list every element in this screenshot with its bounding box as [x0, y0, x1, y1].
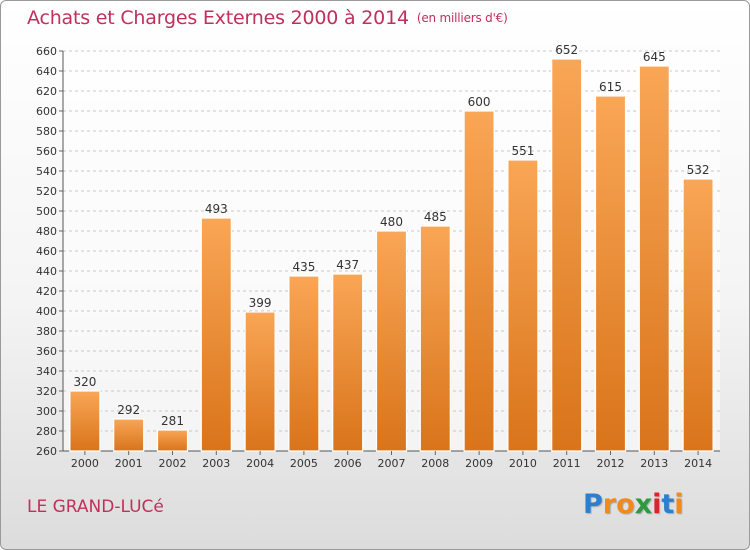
y-tick-label: 280	[36, 425, 57, 438]
x-tick-label: 2001	[115, 457, 143, 470]
bar	[638, 65, 670, 452]
bar	[419, 225, 451, 452]
data-label: 437	[336, 258, 359, 272]
y-tick-label: 340	[36, 365, 57, 378]
bar	[288, 275, 320, 452]
x-tick-label: 2014	[684, 457, 712, 470]
x-tick-label: 2010	[509, 457, 537, 470]
data-label: 281	[161, 414, 184, 428]
y-tick-label: 320	[36, 385, 57, 398]
logo-letter: x	[634, 489, 653, 520]
x-tick-label: 2002	[159, 457, 187, 470]
x-tick-label: 2008	[421, 457, 449, 470]
y-tick-label: 600	[36, 105, 57, 118]
bar	[594, 95, 627, 452]
logo-letter: P	[583, 489, 603, 520]
y-tick-label: 620	[36, 85, 57, 98]
chart-title: Achats et Charges Externes 2000 à 2014 (e…	[27, 7, 508, 29]
data-label: 435	[292, 260, 315, 274]
y-tick-label: 380	[36, 325, 57, 338]
logo-letter: i	[652, 489, 662, 520]
bar	[682, 178, 714, 452]
bar	[463, 110, 495, 452]
y-tick-label: 660	[36, 45, 57, 58]
y-tick-label: 440	[36, 265, 57, 278]
x-tick-label: 2009	[465, 457, 493, 470]
x-tick-label: 2006	[334, 457, 362, 470]
data-label: 292	[117, 403, 140, 417]
bar	[156, 429, 189, 452]
logo-letter: i	[674, 489, 684, 520]
y-tick-label: 360	[36, 345, 57, 358]
data-label: 600	[468, 95, 491, 109]
x-tick-label: 2004	[246, 457, 274, 470]
bar	[375, 230, 408, 452]
data-label: 551	[511, 144, 534, 158]
x-tick-label: 2013	[640, 457, 668, 470]
y-tick-label: 400	[36, 305, 57, 318]
y-tick-label: 580	[36, 125, 57, 138]
y-tick-label: 500	[36, 205, 57, 218]
y-tick-label: 560	[36, 145, 57, 158]
y-tick-label: 420	[36, 285, 57, 298]
bar	[551, 58, 583, 452]
data-label: 652	[555, 43, 578, 57]
bar	[507, 159, 539, 452]
data-label: 480	[380, 215, 403, 229]
y-tick-label: 640	[36, 65, 57, 78]
y-tick-label: 260	[36, 445, 57, 458]
data-label: 645	[643, 50, 666, 64]
bar	[332, 273, 364, 452]
chart-title-text: Achats et Charges Externes 2000 à 2014	[27, 7, 409, 29]
bar	[113, 418, 145, 452]
logo-letter: o	[616, 489, 635, 520]
proxiti-logo: Proxiti	[583, 489, 684, 520]
bar	[200, 217, 232, 452]
x-tick-label: 2011	[553, 457, 581, 470]
data-label: 320	[73, 375, 96, 389]
x-tick-label: 2005	[290, 457, 318, 470]
data-label: 399	[249, 296, 272, 310]
bar	[69, 390, 101, 452]
data-label: 493	[205, 202, 228, 216]
logo-letter: r	[602, 489, 617, 520]
y-tick-label: 300	[36, 405, 57, 418]
y-tick-label: 520	[36, 185, 57, 198]
x-tick-label: 2000	[71, 457, 99, 470]
data-label: 615	[599, 80, 622, 94]
y-tick-label: 540	[36, 165, 57, 178]
x-tick-label: 2012	[597, 457, 625, 470]
x-tick-label: 2003	[202, 457, 230, 470]
x-tick-label: 2007	[378, 457, 406, 470]
y-tick-label: 480	[36, 225, 57, 238]
chart-unit: (en milliers d'€)	[416, 11, 508, 25]
y-tick-label: 460	[36, 245, 57, 258]
data-label: 532	[687, 163, 710, 177]
logo-letter: t	[661, 489, 675, 520]
commune-name: LE GRAND-LUCé	[27, 497, 164, 517]
data-label: 485	[424, 210, 447, 224]
bar	[244, 311, 276, 452]
